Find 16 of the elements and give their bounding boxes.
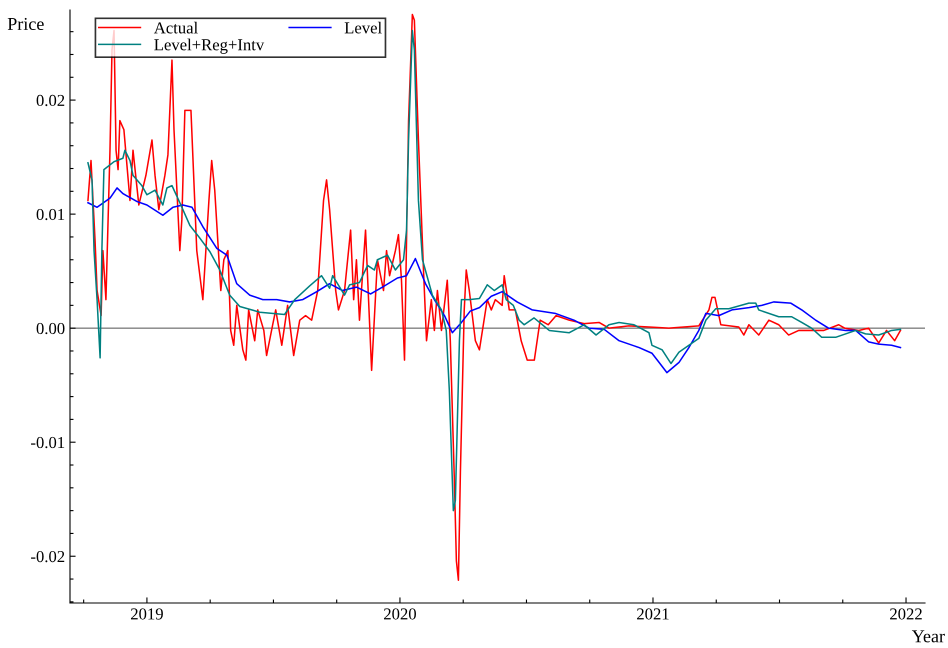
y-tick-label: 0.02: [36, 94, 64, 106]
line-series: [87, 187, 902, 374]
y-tick-label: -0.01: [31, 436, 64, 448]
line-series: [87, 14, 902, 581]
x-tick-label: 2021: [637, 608, 669, 620]
x-tick-label: 2019: [130, 608, 163, 620]
x-axis-title: Year: [912, 630, 945, 642]
x-tick-label: 2022: [890, 608, 922, 620]
legend-label: Level+Reg+Intv: [154, 38, 264, 54]
x-tick-label: 2020: [384, 608, 416, 620]
y-tick-label: 0.01: [36, 208, 64, 220]
legend-label: Level: [344, 22, 382, 34]
legend-label: Actual: [154, 22, 198, 34]
y-tick-label: -0.02: [31, 550, 64, 562]
y-tick-label: 0.00: [36, 322, 65, 334]
y-axis-title: Price: [8, 18, 44, 30]
